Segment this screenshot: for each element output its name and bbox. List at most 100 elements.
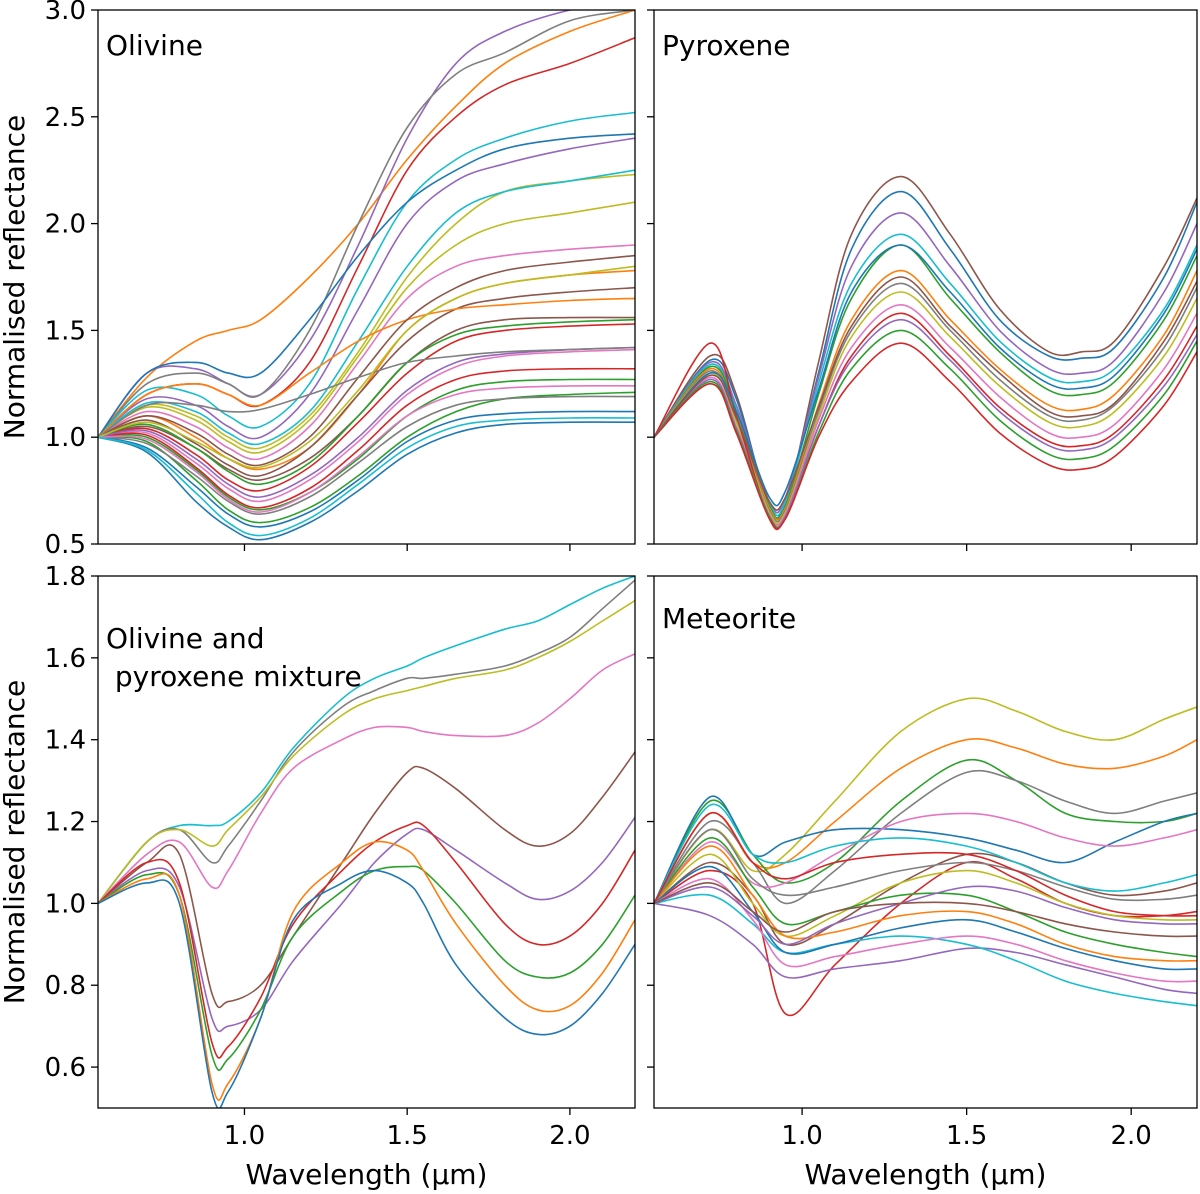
series-line-s16 (98, 286, 635, 477)
panel-3: 1.0 1.5 2.0 0.6 0.8 1.0 1.2 1.4 1.6 1.8 Olivine an… (0, 562, 636, 1191)
series-line-m6 (98, 816, 635, 1033)
series-line-t20 (654, 882, 1197, 938)
series-line-s12 (98, 269, 635, 471)
series-line-t19 (654, 885, 1197, 946)
series-line-s19 (98, 201, 635, 454)
series-line-s8 (98, 10, 635, 438)
series-line-p1 (654, 175, 1197, 525)
y-tick-label: 3.0 (45, 0, 86, 26)
x-tick-label: 2.0 (549, 1121, 590, 1151)
series-line-m1 (98, 576, 635, 905)
series-group (98, 576, 635, 1108)
x-tick-label: 1.5 (387, 1121, 428, 1151)
series-line-s2 (98, 10, 635, 438)
y-tick-label: 1.0 (45, 423, 86, 453)
series-line-t16 (654, 828, 1197, 905)
panel-title: Olivine and pyroxene mixture (106, 622, 362, 693)
x-tick-label: 1.5 (946, 1121, 987, 1151)
series-line-p10 (654, 312, 1197, 531)
series-group (654, 175, 1197, 531)
panel-1: 0.5 1.0 1.5 2.0 2.5 3.0 Olivine Normalised refl… (0, 0, 636, 560)
series-line-t8 (654, 902, 1197, 995)
series-line-s18 (98, 395, 635, 515)
series-line-t14 (654, 865, 1197, 971)
series-line-m2 (98, 579, 635, 905)
y-tick-label: 0.6 (45, 1053, 86, 1083)
series-line-t9 (654, 893, 1197, 1007)
series-line-p13 (654, 342, 1197, 530)
panel-title: Olivine (106, 29, 203, 62)
y-tick-label: 1.6 (45, 644, 86, 674)
panel-4: 1.0 1.5 2.0 Meteorite Wavelength (μm) (647, 575, 1198, 1191)
plot-frame (97, 9, 636, 545)
series-line-m8 (98, 865, 635, 1071)
series-group (654, 697, 1197, 1017)
series-line-t12 (654, 837, 1197, 958)
x-axis-label: Wavelength (μm) (246, 1158, 488, 1191)
series-line-s7 (98, 348, 635, 503)
series-line-s30 (98, 417, 635, 537)
series-line-s27 (98, 384, 635, 513)
series-line-s5 (98, 10, 574, 438)
series-line-m5 (98, 751, 635, 1009)
y-axis-label: Normalised reflectance (0, 115, 31, 439)
series-line-s21 (98, 410, 635, 528)
series-line-p8 (654, 291, 1197, 525)
series-line-m3 (98, 599, 635, 905)
series-line-p5 (654, 244, 1197, 520)
series-line-s25 (98, 346, 635, 498)
series-line-t15 (654, 877, 1197, 983)
x-axis-label: Wavelength (μm) (805, 1158, 1047, 1191)
series-group (98, 10, 635, 541)
series-line-t1 (654, 697, 1197, 905)
series-line-s28 (98, 346, 635, 438)
y-tick-label: 0.8 (45, 971, 86, 1001)
series-line-t17 (654, 803, 1197, 905)
series-line-t7 (654, 860, 1197, 1017)
series-line-s3 (98, 391, 635, 524)
panel-title: Pyroxene (662, 29, 791, 62)
series-line-m9 (98, 840, 635, 1101)
y-tick-label: 1.4 (45, 726, 86, 756)
plot-frame (97, 575, 636, 1109)
x-tick-label: 1.0 (224, 1121, 265, 1151)
y-tick-label: 1.5 (45, 316, 86, 346)
plot-frame (653, 9, 1198, 545)
series-line-s20 (98, 169, 635, 446)
x-tick-label: 2.0 (1111, 1121, 1152, 1151)
series-line-s24 (98, 367, 635, 509)
series-line-t18 (654, 812, 1197, 917)
y-tick-label: 1.2 (45, 808, 86, 838)
y-tick-label: 0.5 (45, 530, 86, 560)
series-line-t11 (654, 853, 1197, 937)
series-line-s1 (98, 421, 635, 541)
series-line-s4 (98, 37, 635, 438)
series-line-s29 (98, 265, 635, 469)
y-tick-label: 1.8 (45, 562, 86, 592)
series-line-m10 (98, 869, 635, 1108)
series-line-s17 (98, 244, 635, 461)
series-line-p3 (654, 212, 1197, 514)
series-line-p15 (654, 276, 1197, 511)
series-line-s10 (98, 111, 635, 438)
series-line-s26 (98, 254, 635, 467)
series-line-p2 (654, 190, 1197, 519)
panel-2: Pyroxene (647, 9, 1198, 551)
series-line-m7 (98, 821, 635, 1059)
series-line-p14 (654, 244, 1197, 507)
y-tick-label: 2.0 (45, 210, 86, 240)
series-line-t5 (654, 795, 1197, 905)
panel-title: Meteorite (662, 602, 796, 635)
series-line-s11 (98, 133, 635, 438)
series-line-s13 (98, 378, 635, 511)
y-axis-label: Normalised reflectance (0, 680, 31, 1004)
x-tick-label: 1.0 (781, 1121, 822, 1151)
series-line-s14 (98, 323, 635, 492)
series-line-m4 (98, 653, 635, 905)
y-tick-label: 2.5 (45, 103, 86, 133)
series-line-s22 (98, 297, 635, 438)
plot-frame (653, 575, 1198, 1109)
series-line-s23 (98, 318, 635, 486)
series-line-t13 (654, 845, 1197, 962)
